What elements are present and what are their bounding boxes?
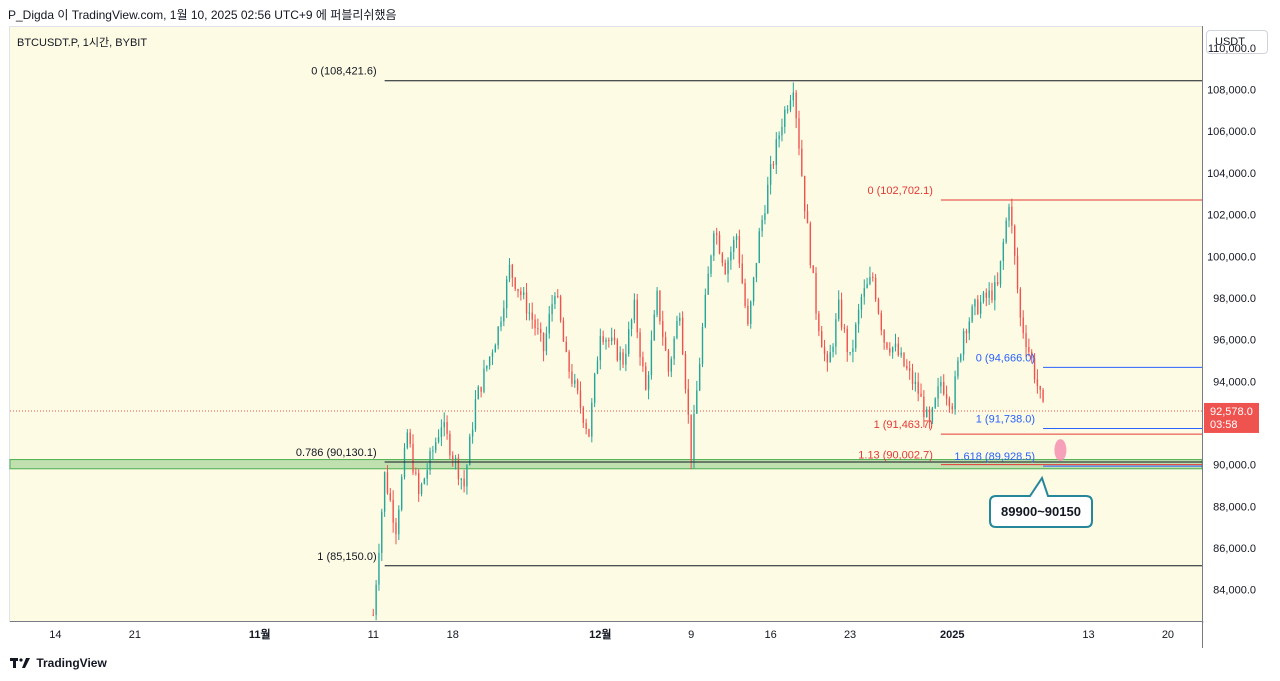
chart-area[interactable] — [9, 26, 1204, 623]
price-axis[interactable] — [1203, 26, 1280, 621]
currency-button[interactable]: USDT — [1206, 30, 1268, 54]
footer-brand-label: TradingView — [36, 656, 107, 670]
publish-header: P_Digda 이 TradingView.com, 1월 10, 2025 0… — [8, 8, 397, 22]
footer-brand[interactable]: TradingView — [10, 656, 107, 670]
tradingview-logo-icon — [10, 658, 30, 668]
time-axis[interactable] — [9, 622, 1202, 648]
symbol-legend[interactable]: BTCUSDT.P, 1시간, BYBIT — [17, 37, 148, 49]
